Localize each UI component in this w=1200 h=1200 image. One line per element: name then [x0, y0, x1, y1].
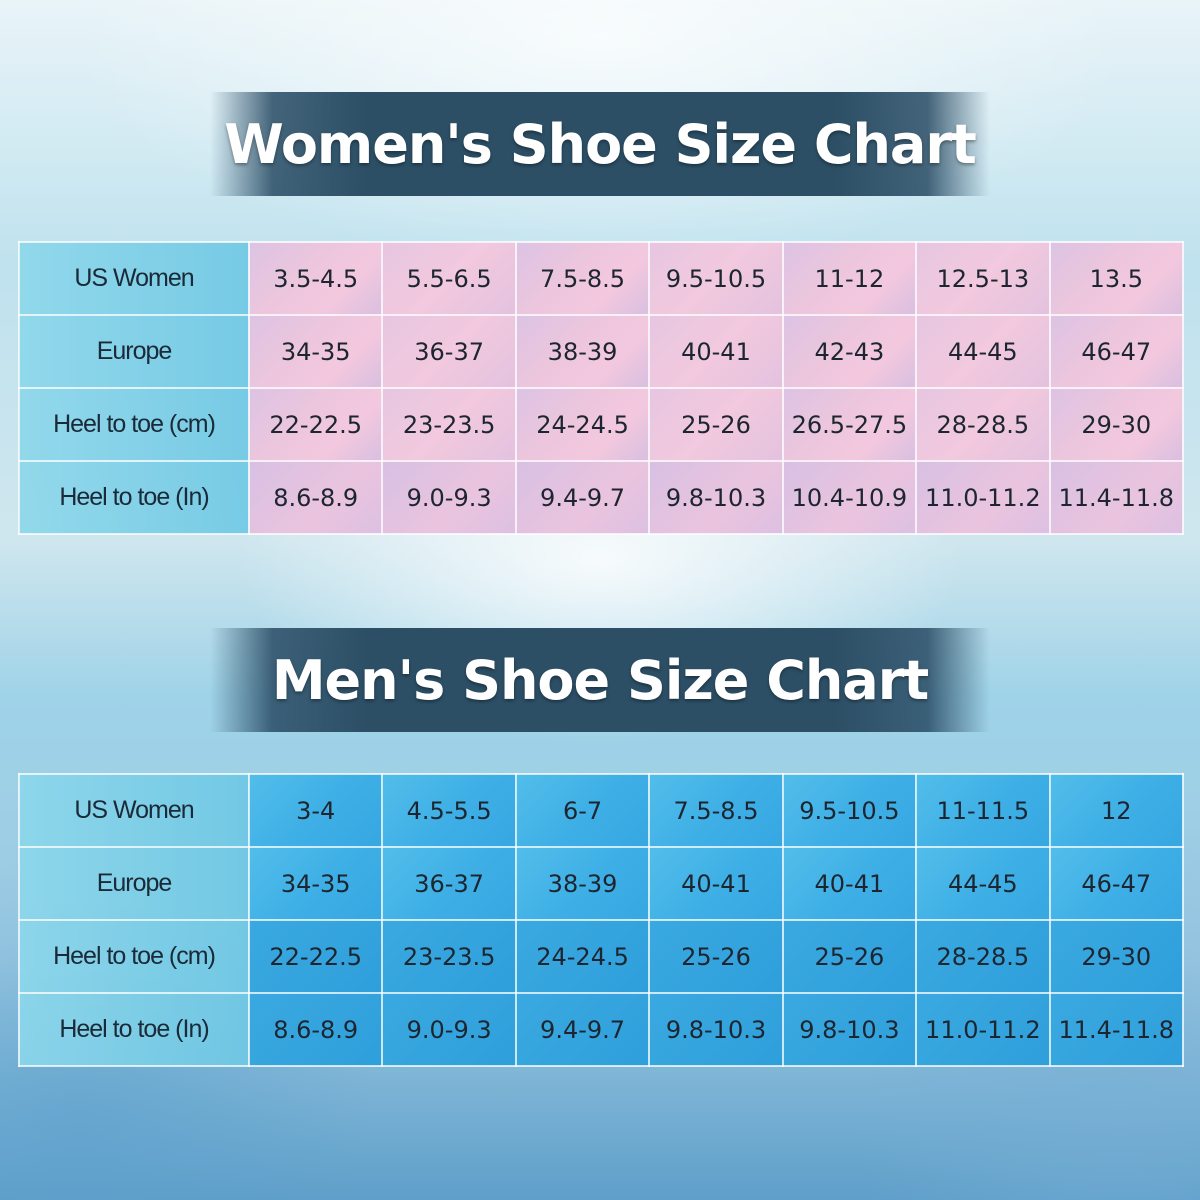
size-cell: 40-41: [781, 846, 918, 921]
size-cell: 44-45: [915, 846, 1051, 921]
size-cell: 3.5-4.5: [247, 241, 384, 316]
size-cell: 9.4-9.7: [514, 460, 651, 535]
men-table-body: US Women 3-4 4.5-5.5 6-7 7.5-8.5 9.5-10.5 11-1…: [18, 773, 1185, 1067]
size-cell: 11.0-11.2: [915, 992, 1051, 1067]
table-row: Europe 34-35 36-37 38-39 40-41 40-41 44-45 46-4…: [18, 846, 1185, 921]
row-label: Heel to toe (In): [18, 992, 250, 1067]
size-cell: 9.4-9.7: [514, 992, 651, 1067]
women-title-banner: Women's Shoe Size Chart: [210, 92, 990, 196]
size-cell: 24-24.5: [514, 387, 651, 462]
table-row: Heel to toe (In) 8.6-8.9 9.0-9.3 9.4-9.7 9.8…: [18, 460, 1185, 535]
size-cell: 46-47: [1048, 846, 1185, 921]
size-cell: 22-22.5: [247, 387, 384, 462]
size-cell: 24-24.5: [514, 919, 651, 994]
table-row: Europe 34-35 36-37 38-39 40-41 42-43 44-45 46-4…: [18, 314, 1185, 389]
size-cell: 29-30: [1048, 919, 1185, 994]
size-cell: 23-23.5: [381, 919, 517, 994]
men-title-banner: Men's Shoe Size Chart: [210, 628, 990, 732]
table-row: Heel to toe (cm) 22-22.5 23-23.5 24-24.5 25-…: [18, 919, 1185, 994]
row-label: Heel to toe (cm): [18, 387, 250, 462]
size-cell: 9.8-10.3: [648, 992, 784, 1067]
size-cell: 3-4: [247, 773, 384, 848]
size-cell: 28-28.5: [915, 387, 1051, 462]
size-cell: 40-41: [648, 846, 784, 921]
men-size-table: US Women 3-4 4.5-5.5 6-7 7.5-8.5 9.5-10.5 11-1…: [18, 773, 1185, 1067]
size-cell: 12.5-13: [915, 241, 1051, 316]
size-cell: 34-35: [247, 314, 384, 389]
size-cell: 26.5-27.5: [781, 387, 918, 462]
size-cell: 7.5-8.5: [648, 773, 784, 848]
size-cell: 8.6-8.9: [247, 992, 384, 1067]
size-cell: 7.5-8.5: [514, 241, 651, 316]
size-cell: 11-11.5: [915, 773, 1051, 848]
size-cell: 36-37: [381, 846, 517, 921]
size-cell: 11-12: [781, 241, 918, 316]
size-cell: 36-37: [381, 314, 517, 389]
size-cell: 22-22.5: [247, 919, 384, 994]
size-cell: 13.5: [1048, 241, 1185, 316]
size-cell: 25-26: [648, 387, 784, 462]
women-table-body: US Women 3.5-4.5 5.5-6.5 7.5-8.5 9.5-10.5 11-…: [18, 241, 1185, 535]
row-label: US Women: [18, 241, 250, 316]
size-cell: 8.6-8.9: [247, 460, 384, 535]
size-cell: 9.5-10.5: [781, 773, 918, 848]
size-cell: 34-35: [247, 846, 384, 921]
size-cell: 44-45: [915, 314, 1051, 389]
size-cell: 25-26: [781, 919, 918, 994]
size-cell: 9.8-10.3: [648, 460, 784, 535]
size-cell: 11.0-11.2: [915, 460, 1051, 535]
row-label: Europe: [18, 846, 250, 921]
table-row: US Women 3-4 4.5-5.5 6-7 7.5-8.5 9.5-10.5 11-1…: [18, 773, 1185, 848]
size-cell: 11.4-11.8: [1048, 460, 1185, 535]
table-row: US Women 3.5-4.5 5.5-6.5 7.5-8.5 9.5-10.5 11-…: [18, 241, 1185, 316]
table-row: Heel to toe (cm) 22-22.5 23-23.5 24-24.5 25-…: [18, 387, 1185, 462]
size-cell: 46-47: [1048, 314, 1185, 389]
size-cell: 9.0-9.3: [381, 460, 517, 535]
size-cell: 9.0-9.3: [381, 992, 517, 1067]
men-chart-title: Men's Shoe Size Chart: [271, 648, 929, 712]
size-cell: 9.5-10.5: [648, 241, 784, 316]
table-row: Heel to toe (In) 8.6-8.9 9.0-9.3 9.4-9.7 9.8…: [18, 992, 1185, 1067]
women-chart-title: Women's Shoe Size Chart: [224, 112, 977, 176]
row-label: Europe: [18, 314, 250, 389]
row-label: US Women: [18, 773, 250, 848]
size-cell: 38-39: [514, 314, 651, 389]
row-label: Heel to toe (cm): [18, 919, 250, 994]
size-cell: 12: [1048, 773, 1185, 848]
size-cell: 11.4-11.8: [1048, 992, 1185, 1067]
size-cell: 42-43: [781, 314, 918, 389]
size-cell: 40-41: [648, 314, 784, 389]
size-cell: 28-28.5: [915, 919, 1051, 994]
row-label: Heel to toe (In): [18, 460, 250, 535]
size-cell: 6-7: [514, 773, 651, 848]
size-cell: 23-23.5: [381, 387, 517, 462]
size-cell: 29-30: [1048, 387, 1185, 462]
size-cell: 25-26: [648, 919, 784, 994]
women-size-table: US Women 3.5-4.5 5.5-6.5 7.5-8.5 9.5-10.5 11-…: [18, 241, 1185, 535]
size-cell: 38-39: [514, 846, 651, 921]
size-cell: 4.5-5.5: [381, 773, 517, 848]
size-cell: 10.4-10.9: [781, 460, 918, 535]
size-cell: 5.5-6.5: [381, 241, 517, 316]
size-cell: 9.8-10.3: [781, 992, 918, 1067]
